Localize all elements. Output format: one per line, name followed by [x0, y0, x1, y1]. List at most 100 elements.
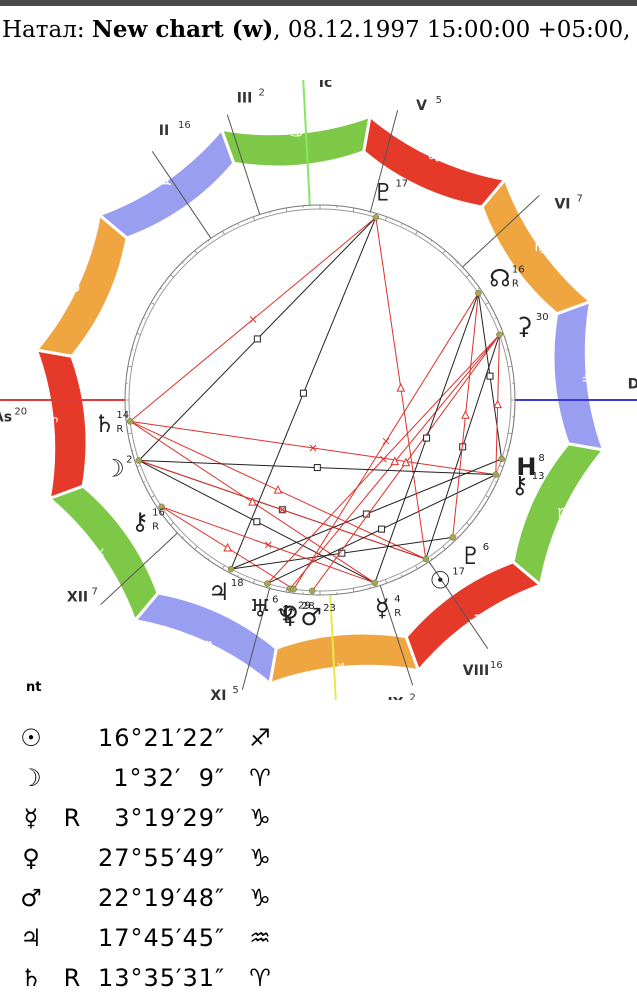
aspect-triangle-marker	[390, 456, 400, 466]
venus-icon: ♀	[22, 844, 40, 872]
degree-tick	[494, 317, 497, 319]
house-label: XII	[67, 589, 88, 605]
axis-line-mc	[329, 594, 337, 700]
saturn-icon: ♄	[20, 964, 42, 992]
header-details: , 08.12.1997 15:00:00 +05:00, …	[273, 17, 637, 43]
house-label: V	[416, 98, 427, 114]
degree-tick	[194, 250, 198, 254]
ceres-icon: ⚳	[515, 312, 533, 340]
top-tab	[20, 0, 80, 6]
planet-point	[290, 585, 297, 593]
degree-tick	[456, 261, 459, 264]
degree-tick	[384, 579, 388, 584]
aspect-cross-marker	[249, 315, 257, 323]
planet-point	[422, 555, 430, 563]
planet-degree: 16	[512, 265, 525, 276]
cancer-icon: ♋︎	[289, 122, 304, 142]
degree-tick	[401, 574, 403, 577]
degree-tick	[131, 349, 134, 351]
planet-degree: 16	[152, 507, 165, 518]
position-value: 1°32′ 9″	[104, 764, 225, 792]
degree-tick	[466, 274, 470, 278]
house-label: XI	[210, 688, 226, 700]
degree-tick	[508, 432, 513, 435]
degree-tick	[269, 211, 271, 214]
position-value: 22°19′48″	[97, 884, 225, 912]
axis-degree: 17	[338, 80, 351, 83]
degree-tick	[494, 481, 497, 483]
house-cusp-line	[151, 151, 212, 239]
position-row: ☿ R 3°19′29″ ♑︎	[0, 804, 637, 844]
degree-tick	[352, 207, 355, 212]
degree-tick	[143, 481, 146, 483]
aspect-lines	[129, 216, 503, 592]
axis-label-ds: Ds	[628, 376, 637, 392]
planet-point	[498, 455, 505, 463]
sign-icon: ♈︎	[249, 964, 271, 992]
inner-circle	[124, 204, 516, 596]
pluto-top-icon: ♇	[460, 542, 482, 570]
moon-icon: ☽	[103, 455, 125, 483]
planet-point	[227, 565, 235, 573]
aspect-cross-marker	[309, 444, 317, 452]
degree-tick	[285, 588, 288, 593]
degree-tick	[506, 449, 509, 451]
aspect-square-marker	[299, 389, 307, 397]
retrograde-mark: R	[116, 424, 123, 435]
degree-tick	[499, 464, 504, 468]
degree-tick	[207, 240, 210, 243]
lilith-icon: H	[516, 453, 536, 481]
degree-tick	[150, 495, 155, 498]
chiron-2-icon: ⚷	[511, 471, 529, 499]
chart-name[interactable]: New chart (w)	[91, 16, 274, 43]
house-label: VI	[554, 197, 570, 213]
capricorn-icon: ♑︎	[336, 660, 351, 680]
uranus-icon: ♅	[249, 595, 271, 623]
position-value: 17°45′45″	[97, 924, 225, 952]
pisces-icon: ♓︎	[91, 546, 106, 566]
aspect-square-marker	[486, 372, 494, 380]
aspect-cross-marker	[380, 455, 387, 463]
planet-markers: ☽ 2⚷ 16R♄ 14R♃ 18♅ 6♆ 29♀ 28♂ 23 ☿ 4R☉ 17♇ 6⚷ 13H 8⚳ 30…	[94, 178, 549, 630]
saturn-icon: ♄	[94, 410, 116, 438]
aspect-cross-marker	[278, 506, 286, 514]
degree-tick	[222, 230, 225, 235]
scorpio-icon: ♏︎	[557, 505, 572, 525]
sagittarius-icon: ♐︎	[467, 612, 482, 632]
sign-icon: ♈︎	[249, 764, 271, 792]
house-degree: 2	[409, 693, 415, 700]
pluto-icon: ♇	[373, 178, 395, 206]
degree-tick	[466, 522, 470, 526]
planet-point	[126, 418, 134, 425]
degree-tick	[485, 302, 490, 305]
degree-tick	[430, 557, 433, 560]
gemini-icon: ♊︎	[158, 170, 173, 190]
aspect-triangle-marker	[248, 497, 257, 506]
virgo-icon: ♍︎	[534, 236, 549, 256]
aries-icon: ♈︎	[43, 415, 58, 435]
planet-point	[264, 580, 271, 587]
retrograde-flag: R	[63, 964, 81, 992]
house-degree: 5	[436, 95, 442, 106]
house-degree: 16	[178, 120, 191, 131]
position-value: 16°21′22″	[97, 724, 225, 752]
house-cusp-line	[379, 585, 414, 686]
aspect-cross-marker	[382, 437, 390, 445]
planet-point	[449, 534, 456, 541]
mars-icon: ♂	[300, 603, 322, 631]
retrograde-mark: R	[512, 279, 519, 290]
degree-tick	[181, 261, 184, 264]
degree-tick	[506, 349, 509, 351]
degree-tick	[384, 216, 388, 221]
degree-tick	[485, 495, 490, 498]
sign-icon: ♐︎	[249, 724, 271, 752]
degree-tick	[160, 287, 163, 290]
aspect-cross-marker	[264, 541, 272, 549]
degree-tick	[456, 536, 459, 539]
degree-tick	[237, 574, 239, 577]
chiron-icon: ⚷	[131, 507, 149, 535]
position-row: ♃ 17°45′45″ ♒︎	[0, 924, 637, 964]
zodiac-ring: ♈︎ ♉︎ ♊︎ ♋︎ ♌︎ ♍︎ ♎︎ ♏︎ ♐︎ ♑︎ ♒︎ ♓︎	[33, 113, 607, 687]
degree-tick	[369, 586, 371, 589]
planet-point	[475, 289, 482, 297]
